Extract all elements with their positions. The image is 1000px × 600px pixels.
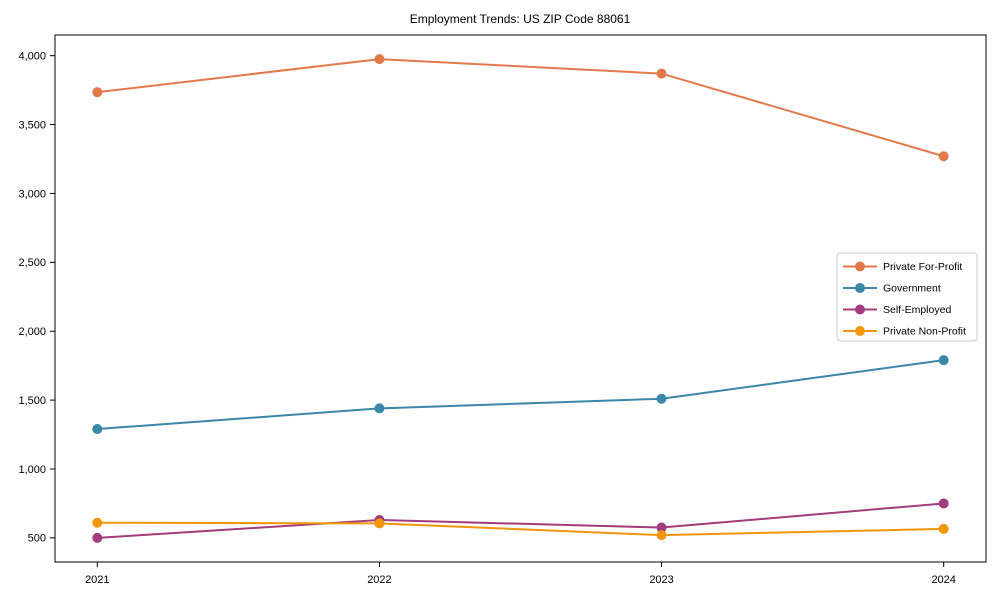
legend-label-government: Government <box>883 283 941 295</box>
y-tick-label: 2,500 <box>18 257 46 269</box>
data-point-self-employed-2023 <box>656 522 667 533</box>
data-point-government-2021 <box>92 424 103 435</box>
chart-title: Employment Trends: US ZIP Code 88061 <box>410 12 631 26</box>
y-tick-label: 4,000 <box>18 51 46 63</box>
y-tick-label: 1,000 <box>18 464 46 476</box>
y-tick-label: 2,000 <box>18 326 46 338</box>
data-point-private-for-profit-2021 <box>92 87 103 98</box>
data-point-private-for-profit-2023 <box>656 68 667 79</box>
plot-border <box>54 34 987 563</box>
x-tick-label: 2022 <box>367 574 391 586</box>
data-point-private-non-profit-2021 <box>92 517 103 528</box>
legend-label-private-non-profit: Private Non-Profit <box>883 326 966 338</box>
x-tick-label: 2023 <box>649 574 673 586</box>
y-tick-label: 3,000 <box>18 188 46 200</box>
series-line-self-employed <box>97 502 944 539</box>
data-point-government-2023 <box>656 393 667 404</box>
y-tick-label: 500 <box>28 533 46 545</box>
data-point-government-2022 <box>374 403 385 414</box>
series-line-government <box>97 359 944 431</box>
legend-box <box>836 252 978 342</box>
series-line-private-for-profit <box>97 58 944 158</box>
y-tick-label: 1,500 <box>18 395 46 407</box>
y-tick-label: 3,500 <box>18 119 46 131</box>
data-point-private-non-profit-2024 <box>938 523 949 534</box>
legend-label-self-employed: Self-Employed <box>883 304 951 316</box>
data-point-self-employed-2024 <box>938 498 949 509</box>
legend-marker-self-employed <box>855 304 865 315</box>
data-point-government-2024 <box>938 355 949 366</box>
legend-marker-private-non-profit <box>855 326 865 336</box>
legend-marker-private-for-profit <box>855 261 865 272</box>
x-tick-label: 2021 <box>85 574 109 586</box>
legend-marker-government <box>855 283 865 293</box>
series-line-private-non-profit <box>97 521 944 537</box>
data-point-private-non-profit-2022 <box>374 518 385 529</box>
data-point-private-non-profit-2023 <box>656 530 667 541</box>
legend-label-private-for-profit: Private For-Profit <box>883 261 962 273</box>
data-point-private-for-profit-2024 <box>938 151 949 162</box>
x-tick-label: 2024 <box>931 574 955 586</box>
data-point-self-employed-2021 <box>92 532 103 543</box>
data-point-private-for-profit-2022 <box>374 54 385 65</box>
